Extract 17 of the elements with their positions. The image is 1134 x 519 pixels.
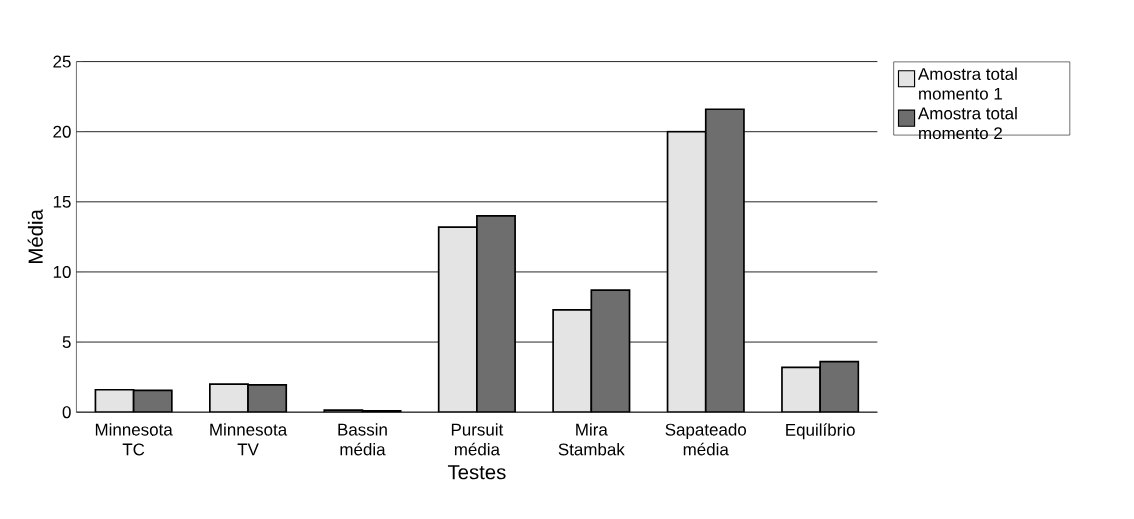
x-tick-label: Minnesota TV	[210, 423, 288, 456]
y-tick-label: 5	[62, 336, 71, 349]
y-tick-label: 10	[53, 266, 71, 279]
y-axis-title: Média	[27, 209, 43, 264]
x-tick-label: Mira Stambak	[558, 423, 625, 456]
x-tick-label: Pursuit média	[451, 423, 504, 456]
x-tick-label: Bassin média	[338, 423, 387, 456]
legend-label: Amostra total momento 2	[917, 107, 1017, 140]
x-tick-label: Sapateado média	[665, 423, 747, 456]
legend-label: Amostra total momento 1	[917, 67, 1017, 100]
x-tick-label: Equilíbrio	[786, 423, 855, 440]
x-tick-label: Minnesota TC	[95, 423, 173, 456]
y-tick-label: 0	[62, 406, 71, 419]
x-axis-title: Testes	[447, 465, 506, 480]
y-tick-label: 20	[53, 125, 71, 138]
y-tick-label: 15	[53, 196, 71, 208]
y-tick-label: 25	[53, 55, 71, 68]
